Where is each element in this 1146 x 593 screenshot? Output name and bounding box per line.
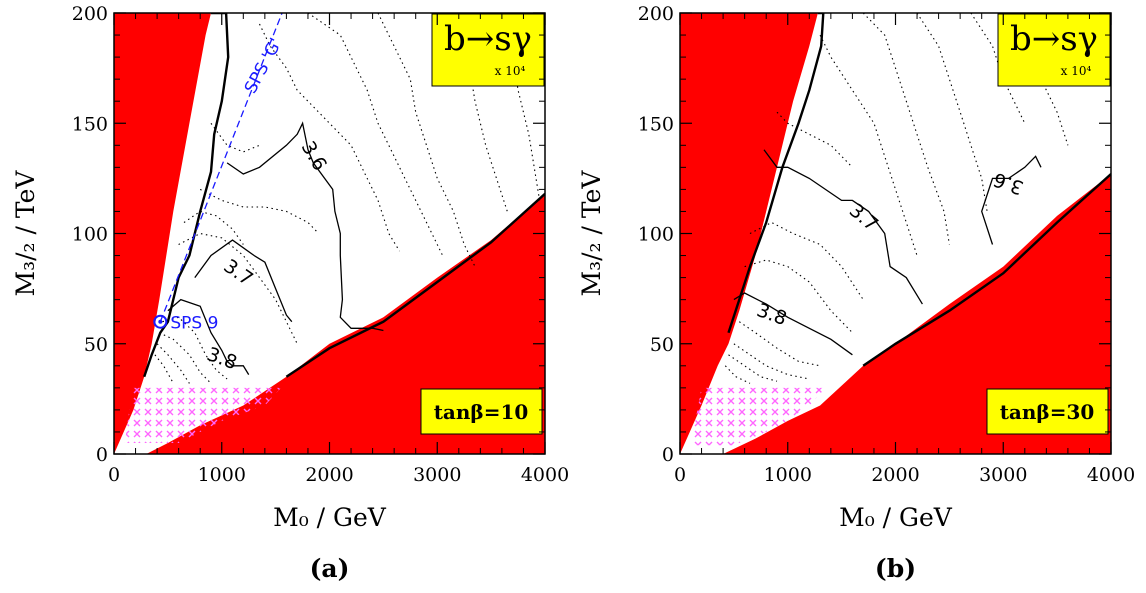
solid-contour-0 (763, 149, 923, 305)
dotted-contour-2 (916, 13, 988, 212)
process-box (431, 13, 545, 87)
solid-contour-2 (167, 298, 250, 375)
contour-label: 3.8 (204, 343, 240, 374)
panel-caption: (b) (875, 554, 916, 583)
dotted-contour-11 (724, 365, 751, 384)
x-axis-label: M₀ / GeV (273, 503, 387, 532)
dotted-contour-9 (162, 316, 228, 380)
solid-contour-1 (194, 239, 293, 323)
dotted-contour-5 (776, 111, 853, 168)
y-tick-label: 100 (72, 224, 108, 246)
solid-contour-2 (981, 155, 1042, 245)
sps-label: SPS 'G' (241, 35, 287, 97)
boundary-lower (862, 173, 1111, 367)
dotted-contour-8 (738, 321, 821, 367)
y-axis-label: M₃/₂ / TeV (577, 170, 606, 297)
contour-label: 3.8 (754, 299, 790, 330)
dotted-contour-12 (154, 354, 173, 382)
process-box (997, 13, 1111, 87)
x-axis-label: M₀ / GeV (839, 503, 953, 532)
sps-line (159, 13, 283, 322)
tanbeta-box (986, 388, 1109, 435)
dotted-contour-1 (862, 13, 950, 245)
x-tick-label: 3000 (413, 464, 461, 486)
scale-label: x 10⁴ (1061, 64, 1092, 78)
solid-contour-0 (226, 121, 384, 332)
y-tick-label: 200 (72, 3, 108, 25)
x-tick-label: 2000 (871, 464, 919, 486)
sps-label: SPS 9 (170, 314, 218, 334)
dotted-contour-3 (970, 13, 1026, 124)
x-tick-label: 4000 (521, 464, 569, 486)
panel-a: SPS 9 SPS 'G' 3.6 3.7 3.8 b→sγ x 10⁴ tanβ=10 0 10… (11, 3, 569, 583)
hatched-region (690, 387, 826, 446)
y-tick-label: 100 (638, 224, 674, 246)
x-tick-label: 0 (108, 464, 120, 486)
x-tick-label: 0 (674, 464, 686, 486)
x-tick-label: 3000 (979, 464, 1027, 486)
dotted-contour-6 (749, 221, 864, 300)
y-tick-label: 0 (662, 444, 674, 466)
excluded-region-left (680, 13, 818, 454)
y-axis-label: M₃/₂ / TeV (11, 170, 40, 297)
boundary-upper (727, 13, 825, 334)
excluded-region-left (114, 13, 211, 454)
dotted-contour-6 (199, 188, 320, 234)
y-tick-label: 50 (84, 334, 108, 356)
dotted-contour-11 (156, 343, 190, 384)
dotted-contour-7 (183, 210, 244, 245)
dotted-contour-10 (159, 332, 212, 384)
y-tick-label: 0 (96, 444, 108, 466)
dotted-contour-0 (819, 34, 918, 256)
excluded-region-right (680, 174, 1111, 454)
dotted-contour-1 (307, 13, 444, 256)
dotted-contour-0 (259, 23, 400, 252)
process-label: b→sγ (444, 19, 532, 59)
hatched-region (124, 387, 281, 443)
x-tick-label: 1000 (764, 464, 812, 486)
boundary-lower (285, 192, 545, 378)
plot-area: 3.7 3.8 3.6 (680, 13, 1111, 454)
tanbeta-box (420, 388, 543, 435)
sps-point-marker (153, 314, 168, 329)
x-tick-label: 4000 (1087, 464, 1135, 486)
contour-label: 3.7 (845, 200, 882, 236)
contour-label: 3.6 (991, 168, 1027, 199)
y-tick-label: 150 (72, 113, 108, 135)
contour-label: 3.6 (297, 137, 331, 174)
process-label: b→sγ (1010, 19, 1098, 59)
y-tick-label: 150 (638, 113, 674, 135)
panel-caption: (a) (310, 554, 350, 583)
solid-contour-1 (733, 292, 853, 356)
sps-point-dot (158, 319, 163, 324)
y-tick-label: 50 (650, 334, 674, 356)
x-tick-label: 1000 (198, 464, 246, 486)
scale-label: x 10⁴ (495, 64, 526, 78)
x-tick-label: 2000 (305, 464, 353, 486)
y-tick-label: 200 (638, 3, 674, 25)
tanbeta-label: tanβ=30 (1000, 400, 1095, 424)
dotted-contour-5 (210, 122, 260, 153)
tanbeta-label: tanβ=10 (434, 400, 529, 424)
contour-label: 3.7 (220, 255, 257, 290)
